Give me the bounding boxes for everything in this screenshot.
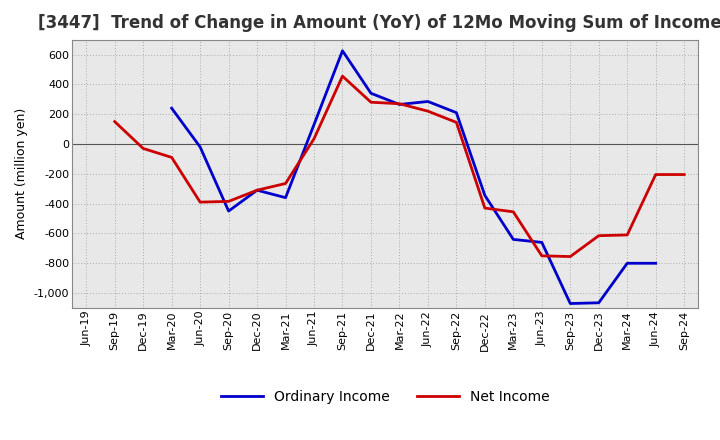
Ordinary Income (595, 300, 603, 305)
Ordinary Income (253, 187, 261, 193)
Ordinary Income (423, 99, 432, 104)
Net Income (652, 172, 660, 177)
Net Income (452, 120, 461, 125)
Net Income (595, 233, 603, 238)
Ordinary Income (167, 106, 176, 111)
Ordinary Income (395, 102, 404, 107)
Ordinary Income (537, 240, 546, 245)
Net Income (338, 73, 347, 79)
Net Income (196, 199, 204, 205)
Net Income (282, 181, 290, 186)
Net Income (680, 172, 688, 177)
Ordinary Income (338, 48, 347, 53)
Net Income (537, 253, 546, 258)
Legend: Ordinary Income, Net Income: Ordinary Income, Net Income (221, 390, 549, 404)
Line: Net Income: Net Income (114, 76, 684, 257)
Net Income (480, 205, 489, 211)
Net Income (366, 99, 375, 105)
Y-axis label: Amount (million yen): Amount (million yen) (15, 108, 28, 239)
Line: Ordinary Income: Ordinary Income (171, 51, 656, 304)
Ordinary Income (623, 260, 631, 266)
Ordinary Income (225, 209, 233, 214)
Ordinary Income (282, 195, 290, 200)
Ordinary Income (452, 110, 461, 115)
Net Income (139, 146, 148, 151)
Net Income (566, 254, 575, 259)
Ordinary Income (480, 193, 489, 198)
Net Income (225, 199, 233, 204)
Ordinary Income (310, 122, 318, 127)
Ordinary Income (196, 144, 204, 150)
Net Income (310, 136, 318, 141)
Net Income (110, 119, 119, 124)
Ordinary Income (652, 260, 660, 266)
Title: [3447]  Trend of Change in Amount (YoY) of 12Mo Moving Sum of Incomes: [3447] Trend of Change in Amount (YoY) o… (38, 15, 720, 33)
Net Income (395, 101, 404, 106)
Ordinary Income (566, 301, 575, 306)
Net Income (423, 109, 432, 114)
Net Income (623, 232, 631, 238)
Net Income (167, 155, 176, 160)
Net Income (253, 187, 261, 193)
Net Income (509, 209, 518, 214)
Ordinary Income (509, 237, 518, 242)
Ordinary Income (366, 91, 375, 96)
